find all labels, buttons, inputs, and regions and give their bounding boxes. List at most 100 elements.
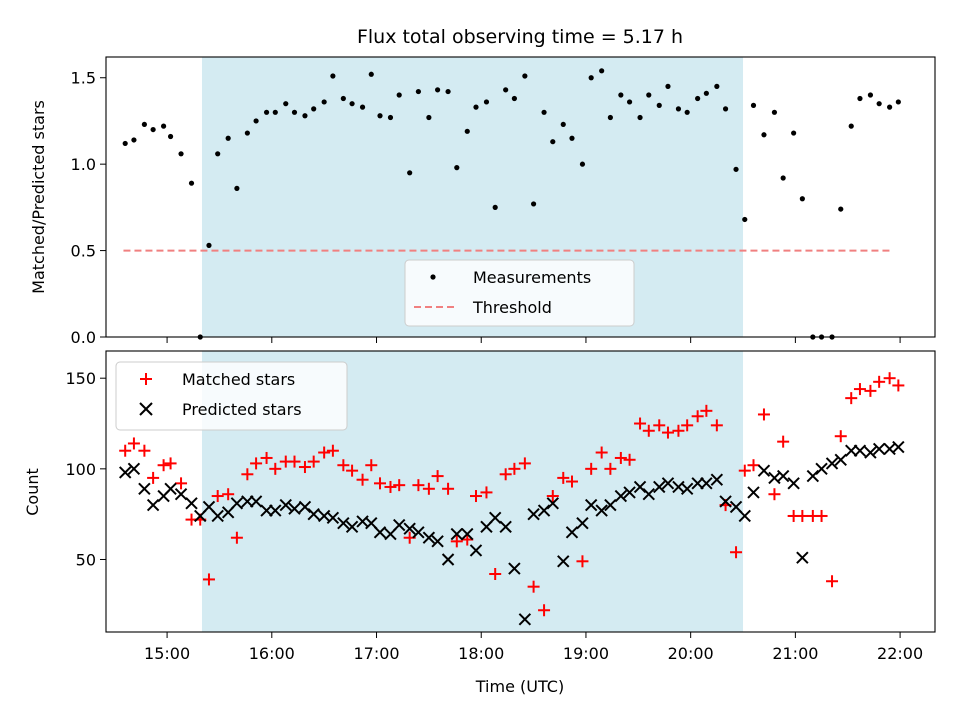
measurement-point [684, 109, 690, 115]
predicted-star-point [412, 526, 425, 539]
matched-star-point [211, 490, 224, 503]
measurement-point [234, 185, 240, 191]
predicted-star-point [815, 462, 828, 476]
matched-star-point [834, 430, 847, 443]
predicted-star-point [450, 527, 464, 541]
chart-title: Flux total observing time = 5.17 h [357, 26, 683, 48]
legend-predicted-label: Predicted stars [182, 400, 302, 419]
predicted-star-point [633, 480, 647, 494]
predicted-star-point [488, 511, 502, 524]
matched-star-point [796, 509, 809, 522]
matched-star-point [431, 470, 444, 483]
matched-star-point [623, 453, 636, 466]
matched-star-point [269, 462, 282, 475]
matched-star-point [489, 567, 502, 580]
measurement-point [454, 165, 460, 171]
matched-star-point [346, 464, 359, 477]
ratio-y-axis-label: Matched/Predicted stars [29, 100, 48, 294]
matched-star-point [222, 488, 235, 501]
measurement-point [550, 139, 556, 145]
matched-star-point [393, 479, 406, 492]
measurement-point [141, 121, 147, 128]
measurement-point [396, 92, 402, 98]
measurement-point [359, 104, 366, 110]
matched-star-point [518, 457, 531, 470]
measurement-point [895, 99, 901, 105]
predicted-star-point [288, 502, 301, 515]
measurement-point [272, 109, 278, 115]
measurement-point [291, 109, 298, 115]
count-xtick-label: 18:00 [458, 644, 504, 663]
matched-star-point [595, 446, 608, 459]
predicted-star-point [138, 482, 151, 495]
measurement-point [160, 123, 167, 129]
predicted-star-point [565, 526, 579, 539]
measurement-point [530, 201, 537, 207]
predicted-star-point [653, 480, 666, 494]
predicted-star-point [738, 509, 751, 523]
matched-star-point [768, 488, 781, 501]
measurement-point [492, 204, 498, 210]
matched-star-point [653, 419, 666, 432]
predicted-star-point [700, 477, 713, 490]
measurement-point [387, 114, 394, 121]
measurement-point [569, 135, 575, 141]
measurement-point [560, 121, 566, 128]
matched-star-point [175, 477, 188, 490]
predicted-star-point [546, 497, 559, 510]
measurement-point [771, 109, 778, 115]
legend-measurements-label: Measurements [473, 268, 591, 287]
measurement-point [215, 151, 221, 157]
predicted-star-point [747, 486, 760, 499]
matched-star-point [250, 457, 263, 470]
legend-threshold-label: Threshold [472, 298, 552, 317]
measurement-point [407, 170, 413, 176]
measurement-point [695, 95, 701, 102]
predicted-star-point [118, 466, 132, 479]
count-panel: 50 100 150 15:00 16:00 17:00 18:00 19:00 20:00 2… [23, 350, 936, 696]
matched-star-point [157, 459, 170, 472]
measurement-point [503, 87, 509, 93]
measurement-point [579, 161, 586, 167]
predicted-star-point [518, 613, 532, 626]
measurement-point [876, 101, 882, 107]
predicted-star-point [796, 551, 809, 564]
matched-star-point [527, 580, 540, 593]
predicted-star-point [422, 531, 436, 544]
measurement-point [750, 102, 757, 108]
predicted-star-point [298, 500, 312, 514]
matched-star-point [147, 471, 160, 484]
ratio-ytick-label: 1.5 [71, 69, 96, 88]
matched-star-point [681, 419, 694, 432]
matched-star-point [337, 459, 350, 472]
measurement-point [522, 73, 528, 79]
predicted-star-point [825, 457, 839, 470]
measurement-point [867, 92, 874, 98]
measurement-point [742, 216, 748, 223]
measurement-point [857, 95, 863, 102]
matched-star-point [499, 468, 512, 481]
matched-star-point [576, 555, 589, 568]
measurement-point [330, 73, 336, 79]
measurement-point [445, 88, 451, 95]
matched-star-point [469, 490, 482, 503]
predicted-star-point [537, 504, 551, 517]
measurement-point [626, 99, 633, 105]
predicted-star-point [680, 482, 694, 495]
matched-star-point [700, 404, 713, 417]
predicted-star-point [806, 469, 820, 483]
matched-star-point [412, 479, 425, 492]
measurement-point [780, 175, 786, 181]
predicted-star-point [853, 444, 867, 457]
measurement-point [302, 113, 308, 119]
matched-star-point [710, 419, 723, 432]
predicted-star-point [614, 489, 628, 503]
matched-star-point [864, 384, 877, 397]
measurement-point [761, 132, 767, 138]
matched-star-point [738, 464, 751, 477]
legend-measurements-marker [430, 274, 436, 280]
matched-star-point [318, 446, 331, 459]
measurement-point [714, 83, 720, 89]
matched-star-point [260, 451, 273, 464]
